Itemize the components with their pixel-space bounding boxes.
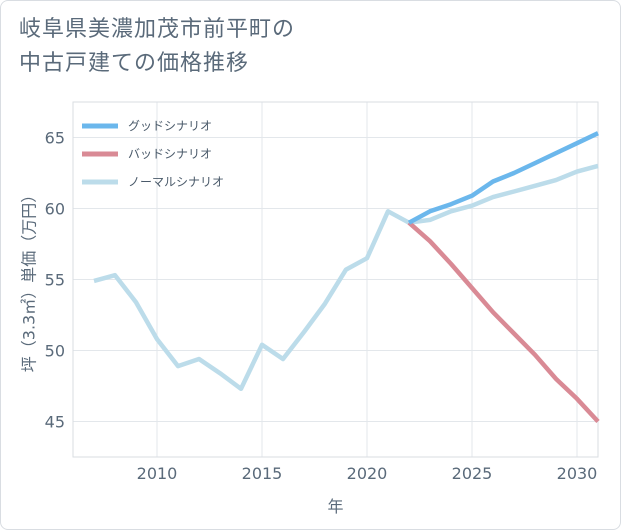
- x-tick-label: 2020: [347, 464, 388, 483]
- y-axis-ticks: 45 50 55 60 65: [45, 129, 65, 432]
- chart-title: 岐阜県美濃加茂市前平町の 中古戸建ての価格推移: [19, 13, 295, 81]
- legend-label: バッドシナリオ: [128, 147, 212, 161]
- series-line-1: [407, 131, 599, 225]
- chart-title-line2: 中古戸建ての価格推移: [19, 51, 250, 76]
- y-axis-title: 坪（3.3㎡）単価（万円）: [20, 187, 39, 372]
- plot-border: [72, 101, 599, 458]
- legend-label: ノーマルシナリオ: [128, 175, 224, 189]
- x-tick-label: 2025: [452, 464, 493, 483]
- series-line-3: [93, 163, 599, 392]
- series-lines: [93, 131, 600, 424]
- y-tick-label: 65: [45, 129, 65, 148]
- legend-label: グッドシナリオ: [128, 119, 212, 133]
- y-tick-label: 60: [45, 200, 65, 219]
- x-tick-label: 2015: [242, 464, 283, 483]
- x-tick-label: 2010: [137, 464, 178, 483]
- y-tick-label: 55: [45, 271, 65, 290]
- y-tick-label: 45: [45, 413, 65, 432]
- x-axis-ticks: 2010 2015 2020 2025 2030: [137, 464, 598, 483]
- series-line-2: [407, 221, 600, 424]
- x-axis-title: 年: [327, 497, 343, 516]
- y-tick-label: 50: [45, 342, 65, 361]
- x-tick-label: 2030: [557, 464, 598, 483]
- chart-title-line1: 岐阜県美濃加茂市前平町の: [19, 17, 296, 42]
